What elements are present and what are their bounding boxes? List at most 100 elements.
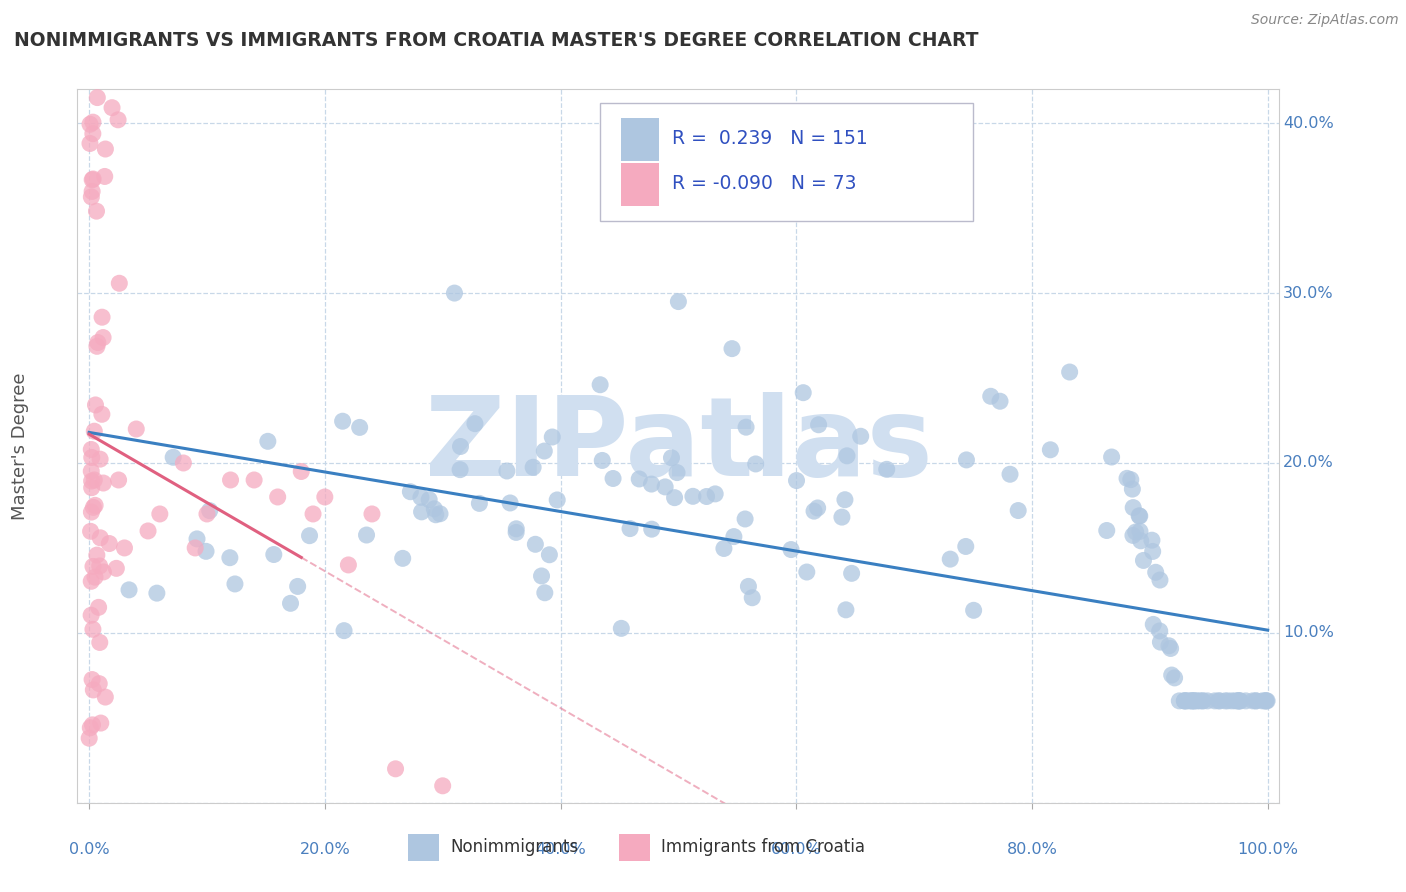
Point [1119,473,1142,487]
Text: Nonimmigrants: Nonimmigrants [450,838,578,856]
Point [1256,694,1278,708]
Point [94,690,117,704]
Point [80,673,103,687]
Point [89,531,111,545]
Point [546,492,568,507]
Point [1191,694,1213,708]
Point [1128,508,1150,523]
Point [1182,694,1205,708]
Point [83,473,105,487]
Point [82,127,104,141]
Point [538,548,561,562]
Point [796,565,818,579]
Point [243,473,266,487]
Point [332,414,354,428]
Point [849,429,872,443]
Point [356,528,378,542]
Point [82,185,104,199]
Point [1208,694,1230,708]
Point [256,434,278,449]
Point [91,330,114,344]
Point [1129,509,1152,524]
Point [80,608,103,623]
Y-axis label: Master's Degree: Master's Degree [11,372,30,520]
Point [723,530,745,544]
Point [80,481,103,495]
Point [1188,694,1211,708]
Point [186,532,208,546]
Point [82,682,104,697]
Point [83,424,105,438]
Point [831,510,853,524]
Text: 40.0%: 40.0% [536,842,586,857]
Point [835,449,858,463]
Point [468,496,491,510]
Point [89,676,111,690]
Point [82,623,104,637]
Point [1180,694,1202,708]
Point [533,444,555,458]
Point [125,422,148,436]
Point [1223,694,1246,708]
Point [1173,694,1195,708]
Point [290,465,312,479]
Point [530,569,553,583]
Point [423,501,446,516]
Point [80,442,103,457]
Point [146,586,169,600]
Text: 80.0%: 80.0% [1007,842,1057,857]
Point [1197,694,1219,708]
Point [82,172,104,186]
Point [298,529,321,543]
Point [114,541,136,555]
Point [1241,694,1264,708]
Point [1209,694,1232,708]
Point [1184,694,1206,708]
Point [77,731,100,746]
Point [619,522,641,536]
Text: 20.0%: 20.0% [1284,456,1334,470]
Point [450,440,472,454]
Text: R =  0.239   N = 151: R = 0.239 N = 151 [672,129,868,148]
Point [98,536,121,550]
Point [737,579,759,593]
Point [105,561,128,575]
Text: NONIMMIGRANTS VS IMMIGRANTS FROM CROATIA MASTER'S DEGREE CORRELATION CHART: NONIMMIGRANTS VS IMMIGRANTS FROM CROATIA… [14,31,979,50]
Point [1095,524,1118,538]
Point [391,551,413,566]
Point [79,524,101,539]
Point [1192,694,1215,708]
Point [218,550,240,565]
Point [664,491,686,505]
Point [988,394,1011,409]
Point [149,507,172,521]
Point [1227,694,1250,708]
Text: 20.0%: 20.0% [299,842,350,857]
Point [1142,617,1164,632]
Point [184,541,207,555]
Point [280,596,302,610]
Point [792,385,814,400]
Point [1125,524,1147,539]
Point [443,286,465,301]
Point [349,420,371,434]
Text: Immigrants from Croatia: Immigrants from Croatia [661,838,865,856]
Point [89,635,111,649]
Point [432,779,454,793]
Point [741,591,763,605]
Point [735,420,758,434]
Point [464,417,486,431]
Point [79,721,101,735]
Point [80,505,103,519]
Point [835,603,858,617]
Bar [620,118,659,161]
Point [94,142,117,156]
Point [610,621,633,635]
Point [86,548,108,562]
Point [1116,471,1139,485]
Point [384,762,406,776]
Point [80,450,103,465]
Point [82,115,104,129]
Point [955,540,977,554]
Point [1168,694,1191,708]
